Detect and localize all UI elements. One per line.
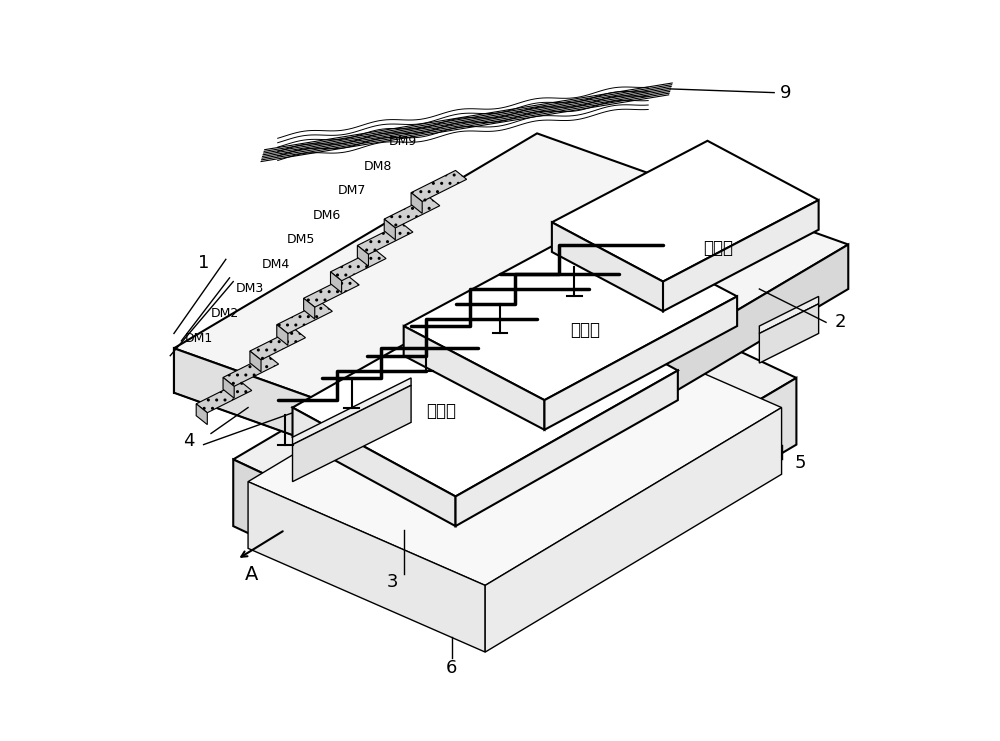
Polygon shape [304,298,315,319]
Polygon shape [330,272,342,293]
Polygon shape [663,200,819,311]
Text: DM5: DM5 [287,233,315,246]
Text: 子板三: 子板三 [704,239,734,257]
Polygon shape [759,304,819,363]
Polygon shape [404,326,544,430]
Polygon shape [485,408,782,652]
Text: DM8: DM8 [363,160,392,173]
Text: DM9: DM9 [389,135,417,148]
Polygon shape [293,282,678,496]
Polygon shape [411,170,467,202]
Text: 1: 1 [198,254,209,272]
Text: DM4: DM4 [261,258,290,271]
Polygon shape [384,197,440,228]
Polygon shape [293,385,411,482]
Polygon shape [552,141,819,282]
Text: 子板二: 子板二 [570,321,600,339]
Polygon shape [223,355,279,386]
Text: 子板一: 子板一 [426,402,456,420]
Polygon shape [250,329,305,360]
Polygon shape [223,377,234,398]
Text: DM1: DM1 [185,331,213,345]
Polygon shape [759,296,819,333]
Polygon shape [174,133,848,459]
Polygon shape [384,219,395,240]
Polygon shape [357,223,413,254]
Polygon shape [456,370,678,526]
Text: A: A [245,565,258,584]
Polygon shape [174,348,485,504]
Polygon shape [357,245,368,266]
Text: 4: 4 [183,432,195,450]
Polygon shape [196,382,252,413]
Polygon shape [304,276,359,307]
Text: 3: 3 [387,573,398,591]
Polygon shape [485,245,848,504]
Text: DM7: DM7 [338,185,366,197]
Text: DM2: DM2 [211,307,239,320]
Polygon shape [544,296,737,430]
Polygon shape [248,304,782,585]
Text: DM6: DM6 [312,209,341,222]
Polygon shape [411,193,422,213]
Polygon shape [196,404,207,425]
Polygon shape [293,408,456,526]
Polygon shape [552,222,663,311]
Polygon shape [248,482,485,652]
Polygon shape [293,378,411,445]
Text: 6: 6 [446,659,458,677]
Text: DM3: DM3 [236,282,264,296]
Text: 5: 5 [794,454,806,472]
Polygon shape [233,459,470,637]
Text: 2: 2 [835,313,847,331]
Text: 9: 9 [780,84,791,102]
Polygon shape [233,267,796,571]
Polygon shape [277,325,288,345]
Polygon shape [404,222,737,400]
Polygon shape [470,378,796,637]
Polygon shape [277,302,332,333]
Polygon shape [250,351,261,372]
Polygon shape [330,250,386,281]
